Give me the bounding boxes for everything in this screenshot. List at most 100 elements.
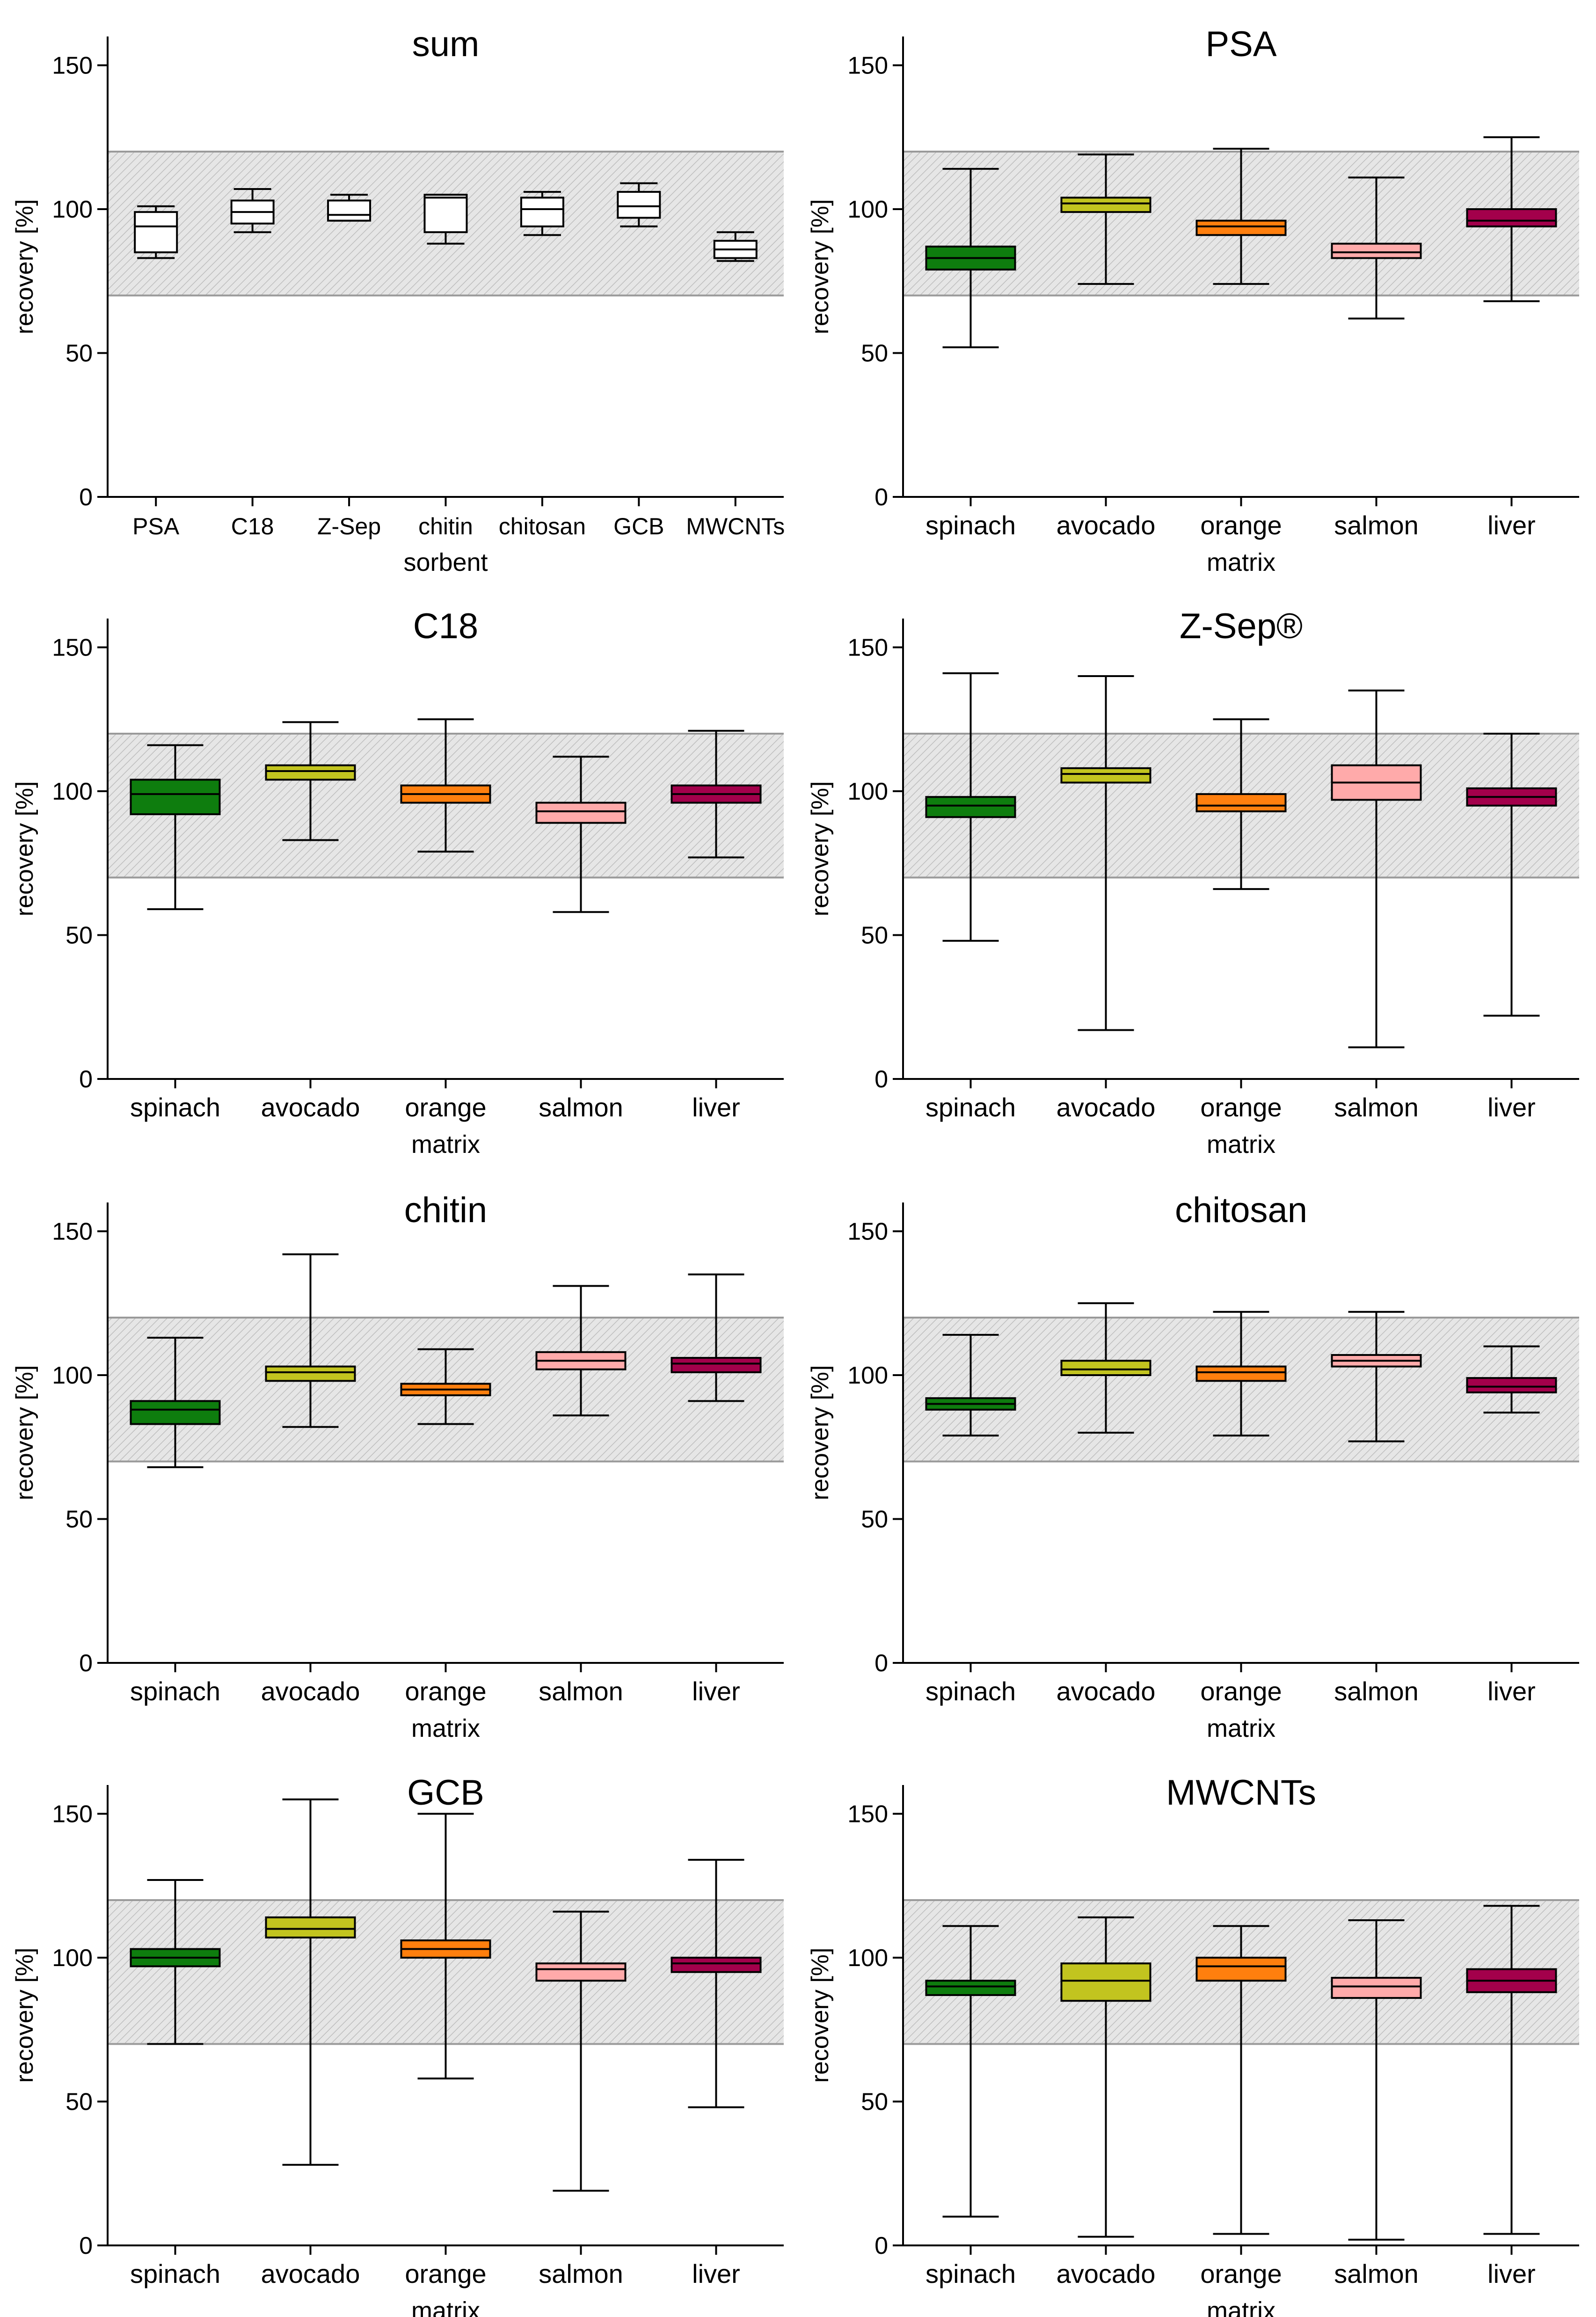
x-tick-label: liver: [1487, 1676, 1536, 1706]
box-liver: [670, 1273, 762, 1402]
x-tick-label: liver: [1487, 510, 1536, 540]
x-axis-label: matrix: [1207, 1714, 1275, 1742]
box-spinach: [925, 672, 1016, 942]
x-tick-label: salmon: [1334, 1093, 1419, 1122]
y-tick-label: 100: [847, 1945, 888, 1972]
x-tick-label: salmon: [1334, 1676, 1419, 1706]
x-axis-label: matrix: [411, 1130, 480, 1158]
chart-panel-3: 0 50 100 150 spinach avocado orange salmon liver…: [807, 606, 1579, 1158]
y-tick-label: 0: [875, 1650, 888, 1677]
x-tick-label: C18: [231, 513, 274, 539]
x-tick-label: avocado: [261, 1676, 360, 1706]
y-tick-label: 150: [52, 634, 93, 662]
box-Z-Sep: [327, 194, 372, 222]
x-tick-label: salmon: [1334, 510, 1419, 540]
chart-panel-2: 0 50 100 150 spinach avocado orange salmon liver…: [11, 606, 784, 1158]
box-liver: [670, 729, 762, 859]
x-tick-label: spinach: [130, 1093, 220, 1122]
y-tick-label: 100: [52, 196, 93, 223]
box-iqr: [130, 779, 221, 816]
x-tick-label: spinach: [130, 1676, 220, 1706]
x-tick-label: orange: [1200, 2259, 1282, 2288]
box-avocado: [1060, 675, 1151, 1031]
x-tick-label: orange: [405, 1676, 486, 1706]
chart-panel-5: 0 50 100 150 spinach avocado orange salmon liver…: [807, 1190, 1579, 1742]
box-avocado: [1060, 1302, 1151, 1434]
y-tick-label: 0: [79, 1066, 93, 1093]
box-chitosan: [520, 191, 564, 236]
box-PSA: [134, 205, 178, 259]
box-iqr: [265, 1916, 356, 1938]
box-orange: [1195, 1925, 1287, 2235]
box-spinach: [925, 1925, 1016, 2218]
x-tick-label: salmon: [539, 1093, 623, 1122]
x-tick-label: Z-Sep: [317, 513, 381, 539]
chart-title: PSA: [1205, 24, 1276, 64]
x-tick-label: liver: [692, 2259, 740, 2288]
chart-panel-4: 0 50 100 150 spinach avocado orange salmon liver…: [11, 1190, 784, 1742]
box-avocado: [1060, 1916, 1151, 2238]
x-axis-label: matrix: [1207, 1130, 1275, 1158]
box-iqr: [670, 1357, 762, 1373]
box-iqr: [670, 1957, 762, 1973]
box-avocado: [1060, 153, 1151, 285]
box-iqr: [1060, 1360, 1151, 1376]
y-tick-label: 100: [52, 1362, 93, 1389]
box-GCB: [617, 182, 661, 227]
box-salmon: [535, 1285, 627, 1417]
box-spinach: [130, 1337, 221, 1468]
box-salmon: [535, 1910, 627, 2192]
x-tick-label: orange: [1200, 510, 1282, 540]
box-iqr: [535, 801, 627, 824]
box-iqr: [265, 764, 356, 781]
y-tick-label: 100: [847, 196, 888, 223]
box-iqr: [134, 211, 178, 254]
box-liver: [670, 1858, 762, 2108]
box-iqr: [1195, 219, 1287, 236]
box-iqr: [1331, 242, 1422, 259]
y-tick-label: 100: [847, 1362, 888, 1389]
x-tick-label: avocado: [1057, 1676, 1156, 1706]
box-iqr: [423, 194, 468, 233]
y-tick-label: 50: [861, 922, 888, 949]
x-tick-label: spinach: [926, 1093, 1016, 1122]
y-tick-label: 0: [875, 1066, 888, 1093]
box-iqr: [925, 796, 1016, 818]
box-avocado: [265, 721, 356, 841]
box-avocado: [265, 1798, 356, 2166]
box-iqr: [1195, 1365, 1287, 1382]
y-tick-label: 150: [52, 1218, 93, 1246]
y-axis-label: recovery [%]: [807, 199, 834, 335]
x-axis-label: matrix: [411, 2297, 480, 2317]
x-tick-label: PSA: [132, 513, 180, 539]
x-axis-label: matrix: [1207, 2297, 1275, 2317]
y-axis-label: recovery [%]: [11, 199, 38, 335]
chart-panel-0: 0 50 100 150 PSA C18 Z-Sep chitin chitosan GCB MWC…: [11, 24, 785, 576]
box-iqr: [1466, 1377, 1557, 1393]
box-iqr: [535, 1962, 627, 1982]
x-tick-label: orange: [405, 2259, 486, 2288]
chart-title: C18: [413, 606, 478, 646]
box-liver: [1466, 733, 1557, 1017]
box-salmon: [1331, 176, 1422, 320]
x-tick-label: avocado: [1057, 510, 1156, 540]
box-iqr: [265, 1365, 356, 1382]
x-tick-label: MWCNTs: [686, 513, 785, 539]
box-salmon: [535, 756, 627, 913]
box-iqr: [327, 199, 372, 222]
y-tick-label: 100: [847, 778, 888, 805]
box-C18: [230, 188, 275, 233]
y-axis-label: recovery [%]: [807, 781, 834, 917]
box-orange: [1195, 147, 1287, 285]
y-tick-label: 100: [52, 1945, 93, 1972]
y-tick-label: 50: [861, 340, 888, 367]
y-axis-label: recovery [%]: [11, 1948, 38, 2083]
chart-title: chitosan: [1175, 1190, 1307, 1230]
x-tick-label: liver: [692, 1676, 740, 1706]
x-tick-label: avocado: [1057, 2259, 1156, 2288]
y-tick-label: 150: [847, 1801, 888, 1828]
box-iqr: [925, 1980, 1016, 1996]
box-liver: [1466, 136, 1557, 302]
y-tick-label: 150: [847, 1218, 888, 1246]
